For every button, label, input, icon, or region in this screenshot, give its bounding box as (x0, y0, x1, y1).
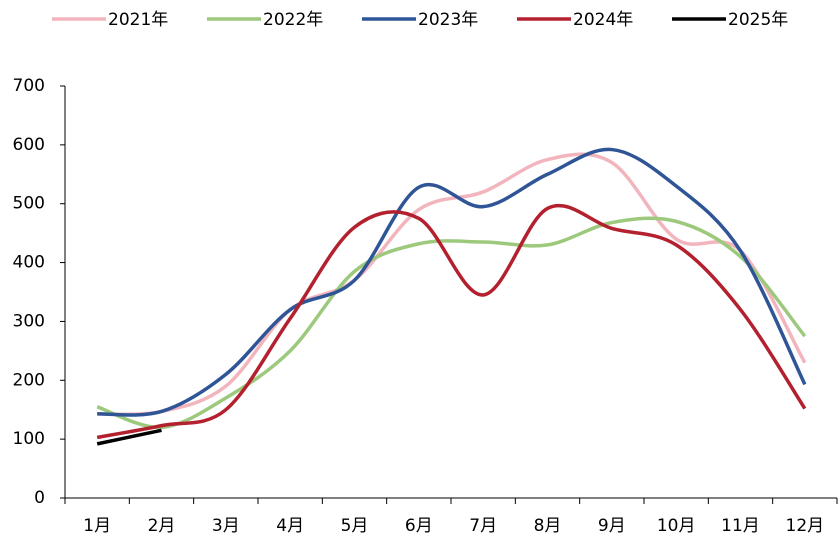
series-line (96, 216, 807, 430)
x-tick-label: 6月 (405, 516, 433, 536)
legend-label: 2024年 (573, 10, 633, 30)
x-tick-label: 12月 (786, 516, 825, 536)
x-tick-label: 8月 (534, 516, 562, 536)
x-tick-label: 9月 (598, 516, 626, 536)
x-tick-label: 7月 (469, 516, 497, 536)
x-tick-label: 4月 (276, 516, 304, 536)
legend-label: 2022年 (263, 10, 323, 30)
legend-label: 2025年 (728, 10, 788, 30)
series-line (97, 147, 807, 417)
y-tick-label: 700 (13, 76, 45, 96)
y-tick-label: 100 (13, 429, 45, 449)
y-tick-label: 0 (34, 488, 45, 508)
y-tick-label: 400 (13, 253, 45, 273)
legend-label: 2021年 (108, 10, 168, 30)
y-tick-label: 200 (13, 370, 45, 390)
x-tick-label: 10月 (657, 516, 696, 536)
y-tick-label: 600 (13, 135, 45, 155)
series-line (96, 204, 807, 440)
x-tick-label: 11月 (721, 516, 760, 536)
y-tick-label: 500 (13, 194, 45, 214)
x-tick-label: 5月 (341, 516, 369, 536)
x-tick-label: 3月 (212, 516, 240, 536)
x-tick-label: 2月 (148, 516, 176, 536)
x-tick-label: 1月 (83, 516, 111, 536)
series-line (97, 152, 807, 416)
series-line (96, 428, 162, 446)
legend-label: 2023年 (418, 10, 478, 30)
y-tick-label: 300 (13, 311, 45, 331)
